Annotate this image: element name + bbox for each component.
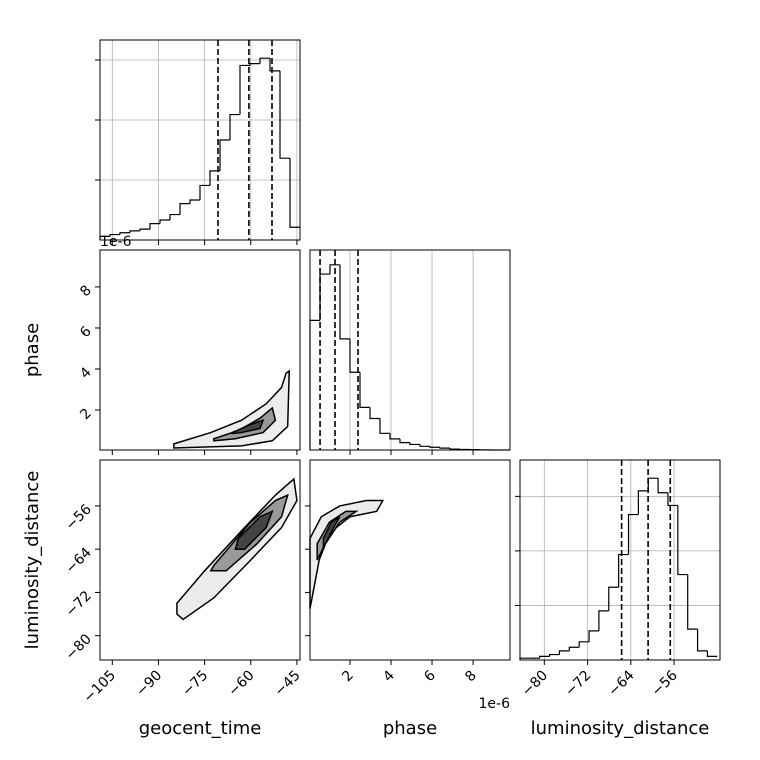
x-tick-label: 4: [380, 667, 398, 685]
y-tick-label: −56: [63, 501, 95, 533]
hist-bin: [319, 273, 330, 321]
y-tick-label: 8: [77, 282, 95, 300]
hist-bin: [349, 338, 360, 373]
hist-bin: [249, 63, 260, 66]
panel-frame: [99, 459, 301, 661]
y-axis-label: phase: [22, 323, 43, 377]
hist-bin: [588, 630, 599, 642]
x-axis-label: phase: [383, 718, 437, 739]
x-tick-label: 2: [339, 668, 357, 686]
hist-bin: [339, 264, 350, 340]
hist-bin: [449, 448, 460, 450]
offset-label: 1e-6: [100, 234, 132, 250]
hist-bin: [558, 650, 570, 655]
hist-bin: [209, 170, 220, 186]
hist-bin: [189, 199, 200, 204]
contour: [231, 419, 265, 435]
panel-frame: [309, 249, 511, 451]
hist-bin: [109, 233, 120, 237]
hist-bin: [219, 139, 230, 171]
x-tick-label: −90: [133, 668, 165, 700]
hist-bin: [637, 490, 649, 515]
hist-bin: [129, 230, 140, 233]
x-tick-label: −60: [225, 668, 257, 700]
x-tick-label: −72: [562, 668, 594, 700]
hist-bin: [119, 232, 130, 235]
hist-bin: [169, 213, 180, 220]
hist-bin: [259, 57, 270, 64]
hist-bin: [419, 444, 430, 447]
hist-bin: [139, 228, 150, 231]
hist-bin: [627, 513, 639, 555]
hist-bin: [548, 653, 560, 657]
x-tick-label: −56: [649, 667, 681, 699]
hist-bin: [269, 58, 280, 72]
y-tick-label: 6: [77, 323, 95, 341]
y-tick-label: 4: [77, 364, 95, 382]
hist-bin: [687, 574, 698, 630]
hist-bin: [696, 629, 708, 652]
panel-frame: [99, 249, 301, 451]
x-tick-label: −105: [81, 668, 120, 707]
hist-bin: [568, 646, 580, 651]
hist-bin: [647, 477, 659, 491]
x-tick-label: −64: [605, 667, 637, 699]
y-tick-label: −72: [63, 588, 95, 620]
hist-bin: [149, 223, 160, 230]
x-tick-label: −75: [179, 668, 211, 700]
x-tick-label: −45: [272, 668, 304, 700]
y-tick-label: 2: [77, 406, 95, 424]
hist-bin: [289, 158, 300, 228]
hist-bin: [598, 610, 609, 631]
hist-bin: [618, 553, 629, 588]
hist-bin: [279, 70, 290, 159]
x-axis-label: geocent_time: [139, 718, 262, 739]
y-tick-label: −64: [63, 545, 95, 577]
panel-frame: [99, 39, 301, 241]
panel-frame: [519, 459, 721, 661]
hist-bin: [578, 641, 590, 648]
hist-bin: [229, 113, 240, 140]
hist-bin: [309, 319, 320, 450]
hist-bin: [439, 447, 450, 449]
hist-bin: [608, 586, 619, 611]
x-axis-label: luminosity_distance: [531, 718, 710, 739]
y-tick-label: −80: [63, 631, 95, 663]
hist-bin: [199, 184, 210, 200]
panel-frame: [309, 459, 511, 661]
hist-bin: [389, 433, 400, 440]
offset-label: 1e-6: [479, 696, 511, 712]
hist-bin: [159, 219, 170, 224]
hist-bin: [369, 407, 380, 420]
hist-bin: [677, 505, 688, 576]
hist-bin: [657, 478, 668, 494]
hist-bin: [179, 203, 190, 215]
contour: [322, 516, 341, 550]
y-axis-label: luminosity_distance: [22, 471, 43, 650]
hist-bin: [667, 492, 678, 507]
hist-bin: [399, 438, 410, 444]
x-tick-label: −80: [519, 668, 551, 700]
hist-bin: [329, 264, 340, 275]
hist-bin: [409, 442, 420, 446]
hist-bin: [706, 650, 718, 657]
contour: [234, 509, 274, 550]
hist-bin: [379, 418, 390, 434]
hist-bin: [359, 372, 370, 409]
x-tick-label: 6: [421, 667, 439, 685]
hist-bin: [429, 446, 440, 448]
hist-bin: [239, 64, 250, 115]
x-tick-label: 8: [462, 668, 480, 686]
hist-bin: [539, 655, 550, 659]
